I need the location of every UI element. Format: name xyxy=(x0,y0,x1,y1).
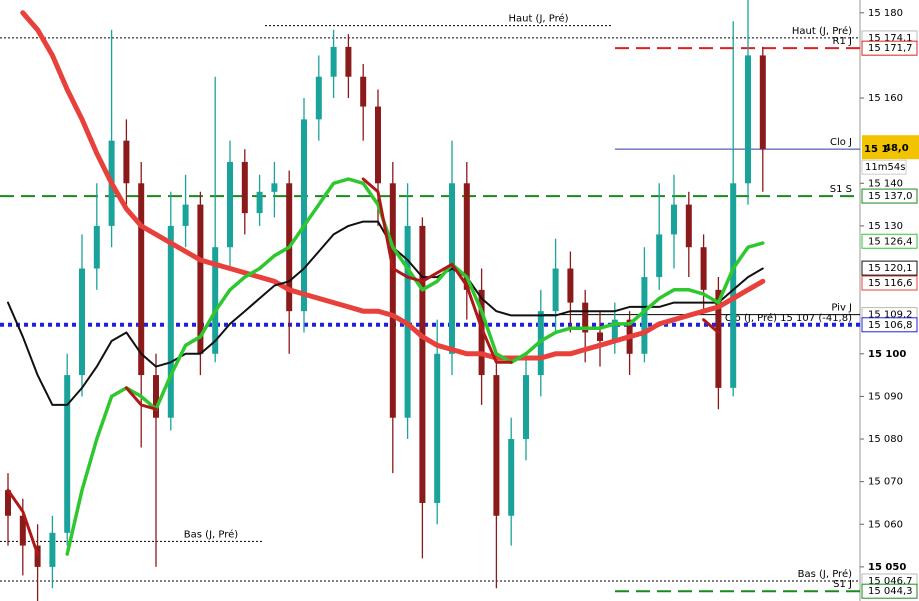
current-price-small: 15 1 xyxy=(864,144,888,155)
ma-price-label: 15 120,1 xyxy=(868,263,913,274)
price-box xyxy=(861,188,918,204)
candle-body xyxy=(715,289,722,388)
candle-body xyxy=(478,289,485,376)
candle-body xyxy=(153,375,159,418)
candle-body xyxy=(64,375,71,533)
level-label: S1 J xyxy=(833,579,852,590)
candle-body xyxy=(138,183,145,376)
candle-body xyxy=(5,490,11,516)
price-box-label: 15 046,7 xyxy=(868,576,913,587)
price-box-label: 15 174,1 xyxy=(868,33,913,44)
price-box-label: 15 106,8 xyxy=(868,320,913,331)
price-box-label: 15 171,7 xyxy=(868,43,913,54)
candle-body xyxy=(271,183,278,192)
y-tick-label: 15 090 xyxy=(868,391,903,402)
level-label: Haut (J, Pré) xyxy=(508,13,568,25)
candle-body xyxy=(330,46,337,77)
level-label: Haut (J, Pré) xyxy=(792,25,852,37)
candle-body xyxy=(212,247,219,354)
current-price-box xyxy=(862,135,919,160)
y-tick-label: 15 100 xyxy=(868,349,906,360)
y-tick-label: 15 070 xyxy=(868,477,903,488)
candle-body xyxy=(315,76,322,120)
candle-body xyxy=(301,119,307,312)
level-label: Bas (J, Pré) xyxy=(184,528,238,540)
y-tick-label: 15 080 xyxy=(868,434,903,445)
level-label: R1 J xyxy=(833,36,852,47)
y-tick-label: 15 140 xyxy=(868,178,903,189)
moving-average xyxy=(6,177,720,556)
candle-body xyxy=(641,277,648,354)
candle-body xyxy=(241,161,248,214)
candle-body xyxy=(434,353,441,503)
candle-body xyxy=(700,247,707,290)
candle-body xyxy=(493,375,500,516)
ma-price-box xyxy=(861,233,918,249)
price-box-label: 15 044,3 xyxy=(868,586,913,597)
candle-body xyxy=(567,268,574,303)
candle-body xyxy=(345,46,352,77)
candle-body xyxy=(508,439,515,516)
candle-body xyxy=(759,55,766,150)
price-box xyxy=(861,40,918,56)
candle-body xyxy=(745,55,751,184)
timer-box xyxy=(861,159,907,175)
candle-body xyxy=(671,204,677,235)
candle-body xyxy=(123,140,130,184)
candle-body xyxy=(389,183,396,418)
level-label: Piv J xyxy=(831,303,852,314)
level-label: S1 S xyxy=(830,184,852,195)
candle-body xyxy=(552,268,559,312)
current-price-big: 48,0 xyxy=(884,143,909,154)
candle-body xyxy=(582,302,589,333)
candle-body xyxy=(523,375,529,440)
candle-body xyxy=(19,515,26,546)
candle-body xyxy=(167,225,174,418)
level-label: Clo (J, Pré) 15 107 (-41,8) xyxy=(725,312,852,324)
candle-body xyxy=(685,204,692,248)
y-tick-label: 15 180 xyxy=(868,8,903,19)
candle-body xyxy=(656,234,663,278)
price-box-label: 15 137,0 xyxy=(868,191,913,202)
y-tick-label: 15 060 xyxy=(868,519,903,530)
ma-price-label: 15 126,4 xyxy=(868,236,913,247)
candle-body xyxy=(256,191,263,214)
y-tick-label: 15 130 xyxy=(868,221,903,232)
candle-body xyxy=(227,161,233,248)
candle-body xyxy=(611,319,618,341)
moving-average xyxy=(20,10,766,361)
price-box xyxy=(861,583,918,599)
price-box-label: 15 109,2 xyxy=(868,310,913,321)
candle-body xyxy=(375,106,381,184)
candle-body xyxy=(79,268,85,376)
candle-body xyxy=(360,76,367,107)
price-box xyxy=(861,317,918,333)
candle-body xyxy=(182,204,189,226)
candle-body xyxy=(93,225,100,269)
candle-body xyxy=(197,204,204,354)
candle-body xyxy=(597,332,603,341)
candle-body xyxy=(463,183,470,290)
ma-price-box xyxy=(861,260,918,276)
ma-price-label: 15 116,6 xyxy=(868,278,913,289)
candle-body xyxy=(34,545,41,567)
y-tick-label: 15 160 xyxy=(868,93,903,104)
candle-body xyxy=(419,225,426,503)
timer: 11m54s xyxy=(865,162,905,173)
y-tick-label: 15 050 xyxy=(868,562,906,573)
level-label: Clo J xyxy=(830,137,852,148)
ma-price-box xyxy=(861,275,918,291)
level-label: Bas (J, Pré) xyxy=(798,568,852,580)
candle-body xyxy=(730,183,737,388)
candle-body xyxy=(49,532,56,567)
